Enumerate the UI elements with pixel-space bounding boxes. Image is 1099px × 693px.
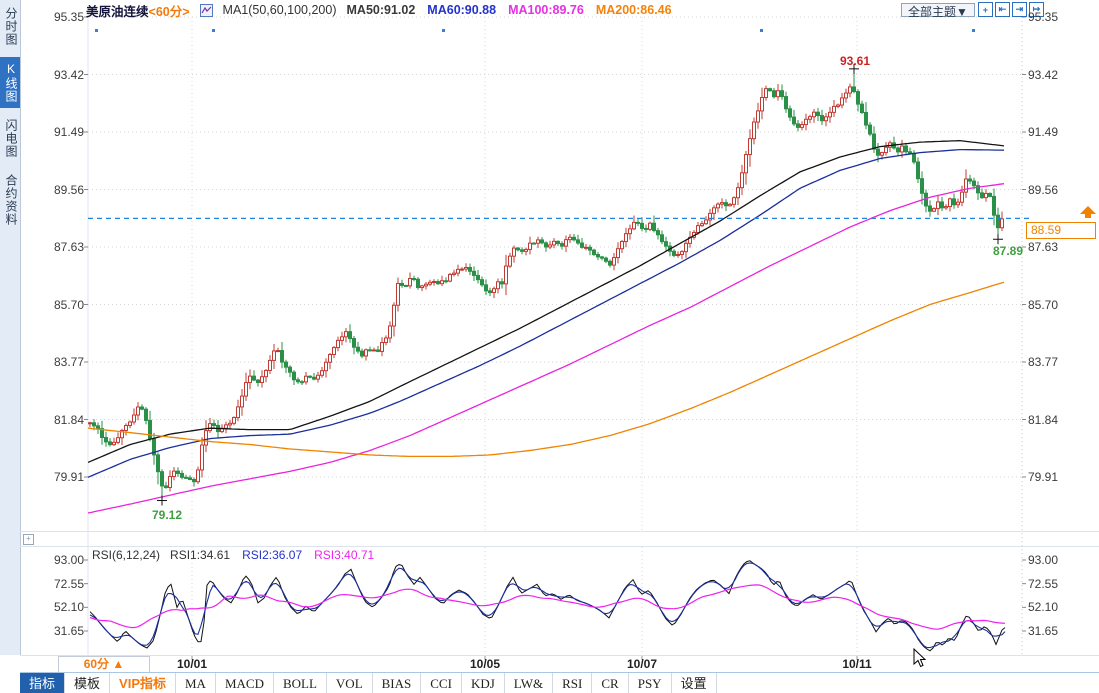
rsi-axis-label-left: 31.65: [53, 624, 84, 638]
indicator-tab-KDJ[interactable]: KDJ: [462, 673, 505, 693]
ma-params-label: MA1(50,60,100,200): [222, 3, 337, 17]
y-axis-label-left: 89.56: [53, 182, 84, 197]
price-up-arrow-icon: [1080, 206, 1096, 218]
indicator-tab-指标[interactable]: 指标: [20, 673, 66, 693]
rsi-header: RSI(6,12,24) RSI1:34.61 RSI2:36.07 RSI3:40…: [92, 548, 374, 562]
indicator-tab-BOLL[interactable]: BOLL: [274, 673, 327, 693]
ma-value-label: MA60:90.88: [427, 3, 497, 17]
y-axis-label-left: 79.91: [53, 470, 84, 484]
symbol-name: 美原油连续: [86, 4, 149, 19]
panel-divider-line2: [20, 546, 1099, 547]
interval-selector-button[interactable]: 60分 ▲: [58, 656, 150, 673]
y-axis-label-right: 83.77: [1028, 355, 1059, 369]
rsi-axis-label-right: 31.65: [1028, 624, 1059, 638]
rsi-value-label: RSI1:34.61: [170, 548, 231, 562]
high-price-label: 93.61: [840, 54, 871, 68]
y-axis-label-left: 95.35: [53, 10, 84, 24]
chart-header: 美原油连续 <60分> MA1(50,60,100,200) MA50:91.02…: [86, 1, 672, 20]
ma-value-label: MA50:91.02: [346, 3, 416, 17]
sidebar-tab-合约资料[interactable]: 合约资料: [4, 174, 18, 226]
y-axis-label-left: 93.42: [53, 67, 84, 82]
rsi-axis-label-left: 93.00: [53, 553, 84, 567]
page-right-icon[interactable]: ↦: [1028, 2, 1044, 17]
sidebar-tab-K线图[interactable]: K线图: [0, 57, 20, 108]
ma-value-label: MA200:86.46: [595, 3, 672, 17]
y-axis-label-right: 91.49: [1028, 125, 1059, 139]
rsi-axis-label-right: 93.00: [1028, 553, 1059, 567]
indicator-tab-bar: 指标 模板 VIP指标 MA MACD BOLL VOL BIAS CCI KDJ LW& RSI CR…: [20, 672, 1099, 693]
y-axis-label-left: 83.77: [53, 355, 84, 369]
interval-up-arrow-icon: ▲: [112, 657, 125, 671]
y-axis-label-left: 85.70: [53, 297, 84, 312]
indicator-tab-PSY[interactable]: PSY: [629, 673, 672, 693]
x-axis-date-label: 10/11: [842, 657, 872, 671]
session-marker-dot: [212, 29, 215, 32]
low-price-label: 79.12: [152, 508, 183, 522]
indicator-tab-VOL[interactable]: VOL: [327, 673, 373, 693]
session-marker-dot: [442, 29, 445, 32]
indicator-panel-toggle-icon[interactable]: +: [23, 534, 34, 545]
rsi-value-label: RSI3:40.71: [314, 548, 375, 562]
mini-chart-icon: [199, 3, 213, 17]
indicator-tab-设置[interactable]: 设置: [672, 673, 717, 693]
indicator-tab-MACD[interactable]: MACD: [216, 673, 274, 693]
y-axis-label-right: 95.35: [1028, 10, 1059, 24]
rsi-params-label: RSI(6,12,24): [92, 548, 161, 562]
session-marker-dot: [95, 29, 98, 32]
y-axis-label-left: 91.49: [53, 125, 84, 139]
indicator-tab-CR[interactable]: CR: [592, 673, 629, 693]
y-axis-label-right: 85.70: [1028, 297, 1059, 312]
indicator-tab-MA[interactable]: MA: [176, 673, 216, 693]
y-axis-label-right: 81.84: [1028, 412, 1059, 427]
y-axis-label-right: 93.42: [1028, 67, 1059, 82]
indicator-tab-CCI[interactable]: CCI: [421, 673, 462, 693]
sidebar-tab-分时图[interactable]: 分时图: [4, 7, 18, 46]
x-axis-date-label: 10/07: [626, 657, 658, 671]
y-axis-label-left: 81.84: [53, 412, 84, 427]
y-axis-label-right: 87.63: [1028, 240, 1059, 254]
tool-icons: + ⇤ ⇥ ↦: [977, 2, 1044, 17]
rsi-axis-label-right: 72.55: [1028, 576, 1059, 591]
ma-value-label: MA100:89.76: [508, 3, 584, 17]
ma-values: MA50:91.02 MA60:90.88 MA100:89.76 MA200:86.…: [347, 3, 672, 17]
recent-low-price-label: 87.89: [993, 244, 1024, 258]
expand-chart-icon[interactable]: ⇥: [1011, 2, 1027, 17]
x-axis-date-label: 10/01: [176, 657, 208, 671]
last-price-box: 88.59: [1026, 222, 1096, 239]
chart-type-sidebar: 分时图 K线图闪电图合约资料: [0, 0, 21, 655]
x-axis-date-label: 10/05: [469, 657, 501, 671]
indicator-tab-BIAS[interactable]: BIAS: [373, 673, 422, 693]
theme-dropdown-button[interactable]: 全部主题▼: [901, 2, 975, 19]
rsi-axis-label-left: 52.10: [53, 600, 84, 615]
rsi-value-label: RSI2:36.07: [242, 548, 303, 562]
symbol-label: 美原油连续 <60分>: [86, 1, 190, 20]
y-axis-label-left: 87.63: [53, 240, 84, 254]
xaxis-divider-line: [20, 655, 1099, 656]
sidebar-tab-闪电图[interactable]: 闪电图: [4, 119, 18, 158]
indicator-tab-VIP指标[interactable]: VIP指标: [110, 673, 176, 693]
rsi-axis-label-right: 52.10: [1028, 600, 1059, 615]
crosshair-icon[interactable]: +: [977, 2, 993, 17]
y-axis-label-right: 79.91: [1028, 470, 1059, 484]
compress-chart-icon[interactable]: ⇤: [994, 2, 1010, 17]
indicator-tab-RSI[interactable]: RSI: [553, 673, 593, 693]
top-right-controls: 全部主题▼ + ⇤ ⇥ ↦: [901, 2, 1044, 19]
rsi-axis-label-left: 72.55: [53, 576, 84, 591]
session-marker-dot: [972, 29, 975, 32]
panel-divider-line: [20, 531, 1099, 532]
session-marker-dot: [760, 29, 763, 32]
indicator-tab-LW&[interactable]: LW&: [505, 673, 554, 693]
interval-label: 60分: [83, 657, 110, 671]
y-axis-label-right: 89.56: [1028, 182, 1059, 197]
mouse-pointer-icon: [913, 648, 927, 668]
indicator-tab-模板[interactable]: 模板: [65, 673, 111, 693]
rsi-values: RSI1:34.61 RSI2:36.07 RSI3:40.71: [170, 548, 374, 562]
interval-tag: <60分>: [148, 4, 190, 19]
